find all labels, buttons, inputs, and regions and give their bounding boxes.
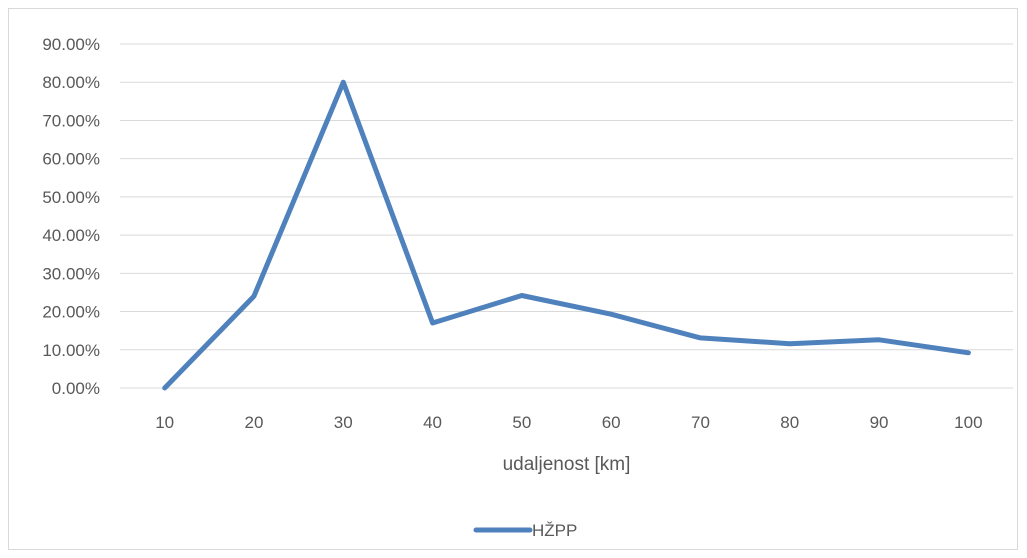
- gridlines: [120, 43, 1013, 389]
- y-tick-label: 90.00%: [42, 35, 100, 54]
- y-axis-tick-labels: 0.00% 10.00% 20.00% 30.00% 40.00% 50.00% 60.00…: [42, 35, 100, 398]
- x-tick-label: 80: [780, 413, 799, 432]
- y-tick-label: 70.00%: [42, 111, 100, 130]
- x-tick-label: 60: [602, 413, 621, 432]
- y-tick-label: 40.00%: [42, 226, 100, 245]
- x-tick-label: 50: [512, 413, 531, 432]
- x-axis-tick-labels: 10 20 30 40 50 60 70 80 90 100: [155, 413, 982, 432]
- x-tick-label: 30: [334, 413, 353, 432]
- legend: HŽPP: [473, 521, 577, 540]
- series-line-0: [162, 79, 971, 391]
- x-tick-label: 100: [954, 413, 982, 432]
- x-tick-label: 90: [870, 413, 889, 432]
- y-tick-label: 30.00%: [42, 264, 100, 283]
- y-tick-label: 10.00%: [42, 341, 100, 360]
- y-tick-label: 20.00%: [42, 303, 100, 322]
- x-tick-label: 20: [244, 413, 263, 432]
- x-tick-label: 40: [423, 413, 442, 432]
- y-tick-label: 50.00%: [42, 188, 100, 207]
- x-tick-label: 70: [691, 413, 710, 432]
- y-tick-label: 60.00%: [42, 150, 100, 169]
- chart-frame: [8, 8, 1018, 550]
- x-tick-label: 10: [155, 413, 174, 432]
- y-tick-label: 0.00%: [52, 379, 100, 398]
- legend-label-hzpp: HŽPP: [532, 521, 577, 540]
- y-tick-label: 80.00%: [42, 73, 100, 92]
- x-axis-title: udaljenost [km]: [503, 454, 631, 475]
- series-group: [162, 79, 971, 391]
